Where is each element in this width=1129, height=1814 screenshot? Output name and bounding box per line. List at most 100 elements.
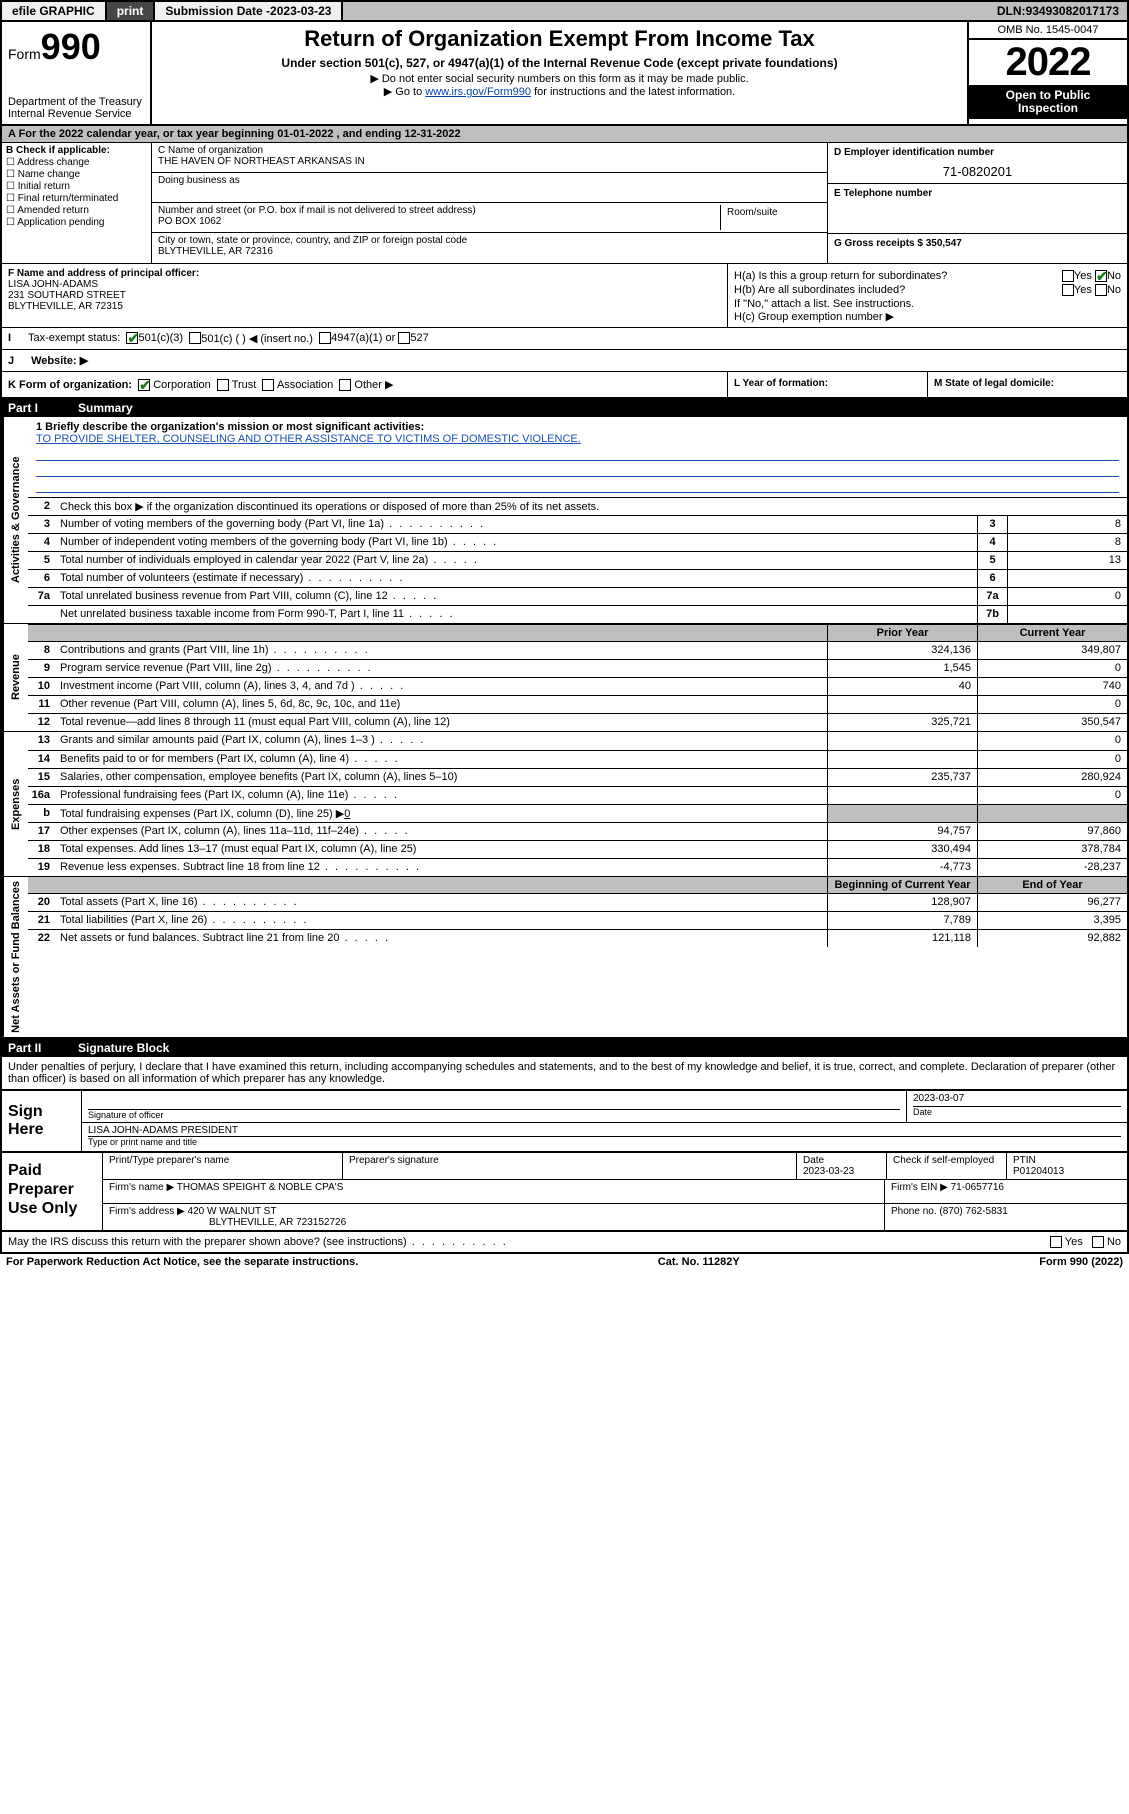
- l14-text: Benefits paid to or for members (Part IX…: [56, 751, 827, 768]
- l15-p: 235,737: [827, 769, 977, 786]
- l10-c: 740: [977, 678, 1127, 695]
- prep-ein: Firm's EIN ▶ 71-0657716: [885, 1180, 1127, 1203]
- C-name-label: C Name of organization: [158, 145, 821, 156]
- prep-firm-label: Firm's name ▶: [109, 1182, 174, 1193]
- opt-amended: Amended return: [17, 205, 89, 216]
- rev-hdr: Prior YearCurrent Year: [28, 624, 1127, 641]
- K-corp[interactable]: [138, 379, 150, 391]
- K-assoc[interactable]: [262, 379, 274, 391]
- line-9: 9Program service revenue (Part VIII, lin…: [28, 659, 1127, 677]
- form-label: Form: [8, 46, 41, 62]
- chk-initial-return[interactable]: ☐ Initial return: [6, 181, 147, 192]
- l3-text: Number of voting members of the governin…: [56, 516, 977, 533]
- sign-body: Signature of officer 2023-03-07 Date LIS…: [82, 1091, 1127, 1151]
- grid-B-to-G: B Check if applicable: ☐ Address change …: [2, 143, 1127, 263]
- E-phone: E Telephone number: [828, 184, 1127, 234]
- partII-decl: Under penalties of perjury, I declare th…: [0, 1057, 1129, 1091]
- l5-val: 13: [1007, 552, 1127, 569]
- dln: DLN: 93493082017173: [989, 2, 1127, 20]
- Ha-yes[interactable]: [1062, 270, 1074, 282]
- line-15: 15Salaries, other compensation, employee…: [28, 768, 1127, 786]
- I-527[interactable]: [398, 332, 410, 344]
- C-addr-label: Number and street (or P.O. box if mail i…: [158, 205, 720, 216]
- prep-col3: Date2023-03-23: [797, 1153, 887, 1179]
- line-8: 8Contributions and grants (Part VIII, li…: [28, 641, 1127, 659]
- chk-amended[interactable]: ☐ Amended return: [6, 205, 147, 216]
- C-dba-label: Doing business as: [158, 175, 821, 186]
- L-label: L Year of formation:: [734, 378, 828, 389]
- I-501c[interactable]: [189, 332, 201, 344]
- Hc: H(c) Group exemption number ▶: [734, 310, 1121, 323]
- line-6: 6Total number of volunteers (estimate if…: [28, 569, 1127, 587]
- line-2: 2Check this box ▶ if the organization di…: [28, 497, 1127, 515]
- open-public-2: Inspection: [971, 102, 1125, 115]
- l15-c: 280,924: [977, 769, 1127, 786]
- prep-col2: Preparer's signature: [343, 1153, 797, 1179]
- side-net-assets: Net Assets or Fund Balances: [2, 877, 28, 1037]
- prep-addr: Firm's address ▶ 420 W WALNUT ST BLYTHEV…: [103, 1204, 885, 1230]
- side-governance: Activities & Governance: [2, 417, 28, 623]
- l5-text: Total number of individuals employed in …: [56, 552, 977, 569]
- col-begin: Beginning of Current Year: [827, 877, 977, 893]
- form-number: Form990: [8, 26, 144, 68]
- l6-text: Total number of volunteers (estimate if …: [56, 570, 977, 587]
- chk-name-change[interactable]: ☐ Name change: [6, 169, 147, 180]
- Hb-label: H(b) Are all subordinates included?: [734, 284, 905, 296]
- print-button[interactable]: print: [107, 2, 156, 20]
- sign-date-value: 2023-03-07: [913, 1093, 1121, 1104]
- col-prior: Prior Year: [827, 625, 977, 641]
- prep-row-2: Firm's name ▶ THOMAS SPEIGHT & NOBLE CPA…: [103, 1180, 1127, 1204]
- line-20: 20Total assets (Part X, line 16)128,9079…: [28, 893, 1127, 911]
- chk-final-return[interactable]: ☐ Final return/terminated: [6, 193, 147, 204]
- discuss-yes[interactable]: [1050, 1236, 1062, 1248]
- l14-p: [827, 751, 977, 768]
- line-19: 19Revenue less expenses. Subtract line 1…: [28, 858, 1127, 876]
- l9-text: Program service revenue (Part VIII, line…: [56, 660, 827, 677]
- partII-title: Signature Block: [78, 1041, 169, 1055]
- Hb-yes[interactable]: [1062, 284, 1074, 296]
- F-name: LISA JOHN-ADAMS: [8, 279, 98, 290]
- prep-ein-label: Firm's EIN ▶: [891, 1182, 948, 1193]
- sign-date-label: Date: [913, 1106, 1121, 1117]
- footer-discuss: May the IRS discuss this return with the…: [0, 1232, 1129, 1254]
- l12-text: Total revenue—add lines 8 through 11 (mu…: [56, 714, 827, 731]
- l12-c: 350,547: [977, 714, 1127, 731]
- K-other[interactable]: [339, 379, 351, 391]
- sign-row-2: LISA JOHN-ADAMS PRESIDENT Type or print …: [82, 1123, 1127, 1149]
- header-mid: Return of Organization Exempt From Incom…: [152, 22, 967, 124]
- grid-F-H: F Name and address of principal officer:…: [2, 263, 1127, 327]
- prep-ptin-label: PTIN: [1013, 1155, 1036, 1166]
- irs-link[interactable]: www.irs.gov/Form990: [425, 86, 531, 98]
- l12-p: 325,721: [827, 714, 977, 731]
- Ha-no[interactable]: [1095, 270, 1107, 282]
- discuss-no[interactable]: [1092, 1236, 1104, 1248]
- pra-notice: For Paperwork Reduction Act Notice, see …: [6, 1256, 358, 1268]
- I-501c3[interactable]: [126, 332, 138, 344]
- Hb-no[interactable]: [1095, 284, 1107, 296]
- chk-address-change[interactable]: ☐ Address change: [6, 157, 147, 168]
- line-14: 14Benefits paid to or for members (Part …: [28, 750, 1127, 768]
- l21-c: 3,395: [977, 912, 1127, 929]
- I-4947[interactable]: [319, 332, 331, 344]
- prep-col5: PTINP01204013: [1007, 1153, 1127, 1179]
- line-7a: 7aTotal unrelated business revenue from …: [28, 587, 1127, 605]
- l18-p: 330,494: [827, 841, 977, 858]
- l13-c: 0: [977, 732, 1127, 750]
- H-group: H(a) Is this a group return for subordin…: [727, 264, 1127, 327]
- chk-app-pending[interactable]: ☐ Application pending: [6, 217, 147, 228]
- K-trust[interactable]: [217, 379, 229, 391]
- C-name: C Name of organization THE HAVEN OF NORT…: [152, 143, 827, 173]
- topbar-spacer: [343, 2, 988, 20]
- partI-gov: Activities & Governance 1 Briefly descri…: [2, 417, 1127, 624]
- l3-val: 8: [1007, 516, 1127, 533]
- M-state: M State of legal domicile:: [927, 372, 1127, 397]
- l14-c: 0: [977, 751, 1127, 768]
- l11-c: 0: [977, 696, 1127, 713]
- line-22: 22Net assets or fund balances. Subtract …: [28, 929, 1127, 947]
- efile-button[interactable]: efile GRAPHIC: [2, 2, 107, 20]
- I-label: Tax-exempt status:: [28, 332, 120, 345]
- line-1: 1 Briefly describe the organization's mi…: [28, 417, 1127, 497]
- prep-phone-value: (870) 762-5831: [939, 1206, 1007, 1217]
- l1-label: 1 Briefly describe the organization's mi…: [36, 421, 424, 433]
- sign-sig: Signature of officer: [82, 1091, 907, 1122]
